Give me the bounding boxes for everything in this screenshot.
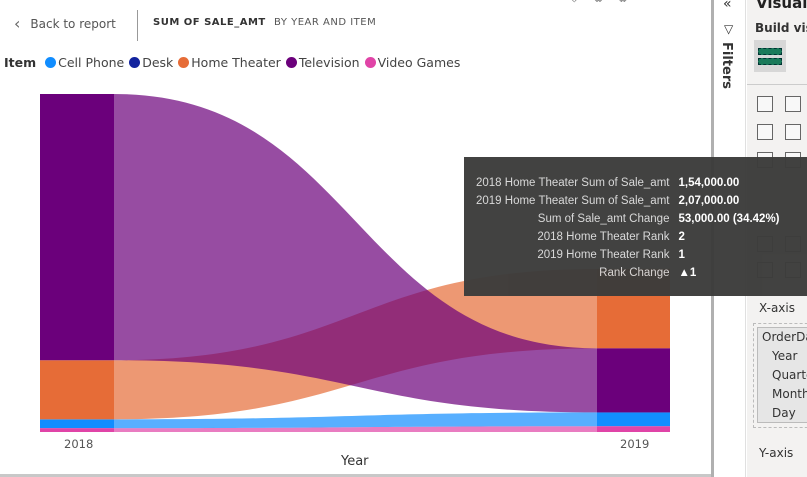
back-to-report-button[interactable]: ‹ Back to report xyxy=(14,14,116,33)
tooltip-value: 53,000.00 (34.42%) xyxy=(678,213,780,225)
y-axis-label: Y-axis xyxy=(759,446,794,460)
visualizations-title: Visualizations xyxy=(756,0,807,12)
legend-item-video-games[interactable]: Video Games xyxy=(364,55,460,70)
legend: Item Cell Phone Desk Home Theater Televi… xyxy=(4,55,462,70)
tooltip-value: ▲1 xyxy=(678,267,697,279)
field-month[interactable]: Month xyxy=(772,387,807,401)
column-chart-icon[interactable] xyxy=(785,96,801,112)
field-quarter[interactable]: Quarter xyxy=(772,368,807,382)
area-chart-icon[interactable] xyxy=(785,124,801,140)
x-axis-well[interactable]: OrderDate Year Quarter Month Day xyxy=(753,323,807,428)
x-tick-label: 2019 xyxy=(620,437,650,451)
tooltip-value: 1 xyxy=(678,249,685,261)
line-chart-icon[interactable] xyxy=(757,124,773,140)
tooltip-key: Sum of Sale_amt Change xyxy=(537,213,670,225)
go-next-level-icon[interactable]: ⇊ xyxy=(619,0,627,5)
visual-subtitle: BY YEAR AND ITEM xyxy=(274,17,377,28)
field-day[interactable]: Day xyxy=(772,406,796,420)
bar-2019-television[interactable] xyxy=(597,348,670,413)
bar-2018-cell-phone[interactable] xyxy=(40,419,114,429)
bar-2018-video-games[interactable] xyxy=(40,428,114,432)
tooltip: 2018 Home Theater Sum of Sale_amt 1,54,00… xyxy=(464,157,807,296)
legend-item-television[interactable]: Television xyxy=(285,55,360,70)
legend-item-home-theater[interactable]: Home Theater xyxy=(178,55,281,70)
legend-item-cell-phone[interactable]: Cell Phone xyxy=(45,55,124,70)
drill-down-icon[interactable]: ⇩ xyxy=(570,0,578,5)
field-year[interactable]: Year xyxy=(772,349,798,363)
tooltip-value: 2,07,000.00 xyxy=(678,195,740,207)
bar-2018-television[interactable] xyxy=(40,94,114,361)
ribbon-cell-phone[interactable] xyxy=(114,412,597,429)
chevron-left-icon: ‹ xyxy=(14,14,21,33)
bar-chart-icon[interactable] xyxy=(757,96,773,112)
ribbon-television[interactable] xyxy=(114,94,597,413)
tooltip-key: 2019 Home Theater Rank xyxy=(537,249,670,261)
visual-title: SUM OF SALE_AMT xyxy=(153,17,266,28)
ribbon-video-games[interactable] xyxy=(114,426,597,432)
tooltip-key: 2019 Home Theater Sum of Sale_amt xyxy=(476,195,670,207)
x-tick-label: 2018 xyxy=(64,437,94,451)
filters-label[interactable]: Filters xyxy=(719,42,734,89)
divider xyxy=(137,10,138,41)
x-axis-title: Year xyxy=(341,454,369,469)
tooltip-key: Rank Change xyxy=(599,267,670,279)
tooltip-value: 2 xyxy=(678,231,685,243)
tooltip-key: 2018 Home Theater Sum of Sale_amt xyxy=(476,177,670,189)
filter-icon: ▽ xyxy=(724,22,734,36)
tooltip-key: 2018 Home Theater Rank xyxy=(537,231,670,243)
legend-item-desk[interactable]: Desk xyxy=(129,55,173,70)
bar-2019-cell-phone[interactable] xyxy=(597,412,670,427)
ribbon-chart[interactable] xyxy=(0,80,712,440)
build-visual-label: Build visual xyxy=(755,21,807,35)
bar-2019-video-games[interactable] xyxy=(597,426,670,432)
header: ‹ Back to report SUM OF SALE_AMT BY YEAR … xyxy=(0,0,712,45)
tooltip-value: 1,54,000.00 xyxy=(678,177,740,189)
legend-title: Item xyxy=(4,55,37,70)
x-axis-label: X-axis xyxy=(759,301,795,315)
ribbon-chart-visual-icon[interactable] xyxy=(754,40,786,72)
collapse-icon[interactable]: « xyxy=(723,0,732,12)
expand-next-level-icon[interactable]: ⇊ xyxy=(594,0,602,5)
field-orderdate[interactable]: OrderDate xyxy=(762,330,807,344)
bar-2018-home-theater[interactable] xyxy=(40,360,114,420)
